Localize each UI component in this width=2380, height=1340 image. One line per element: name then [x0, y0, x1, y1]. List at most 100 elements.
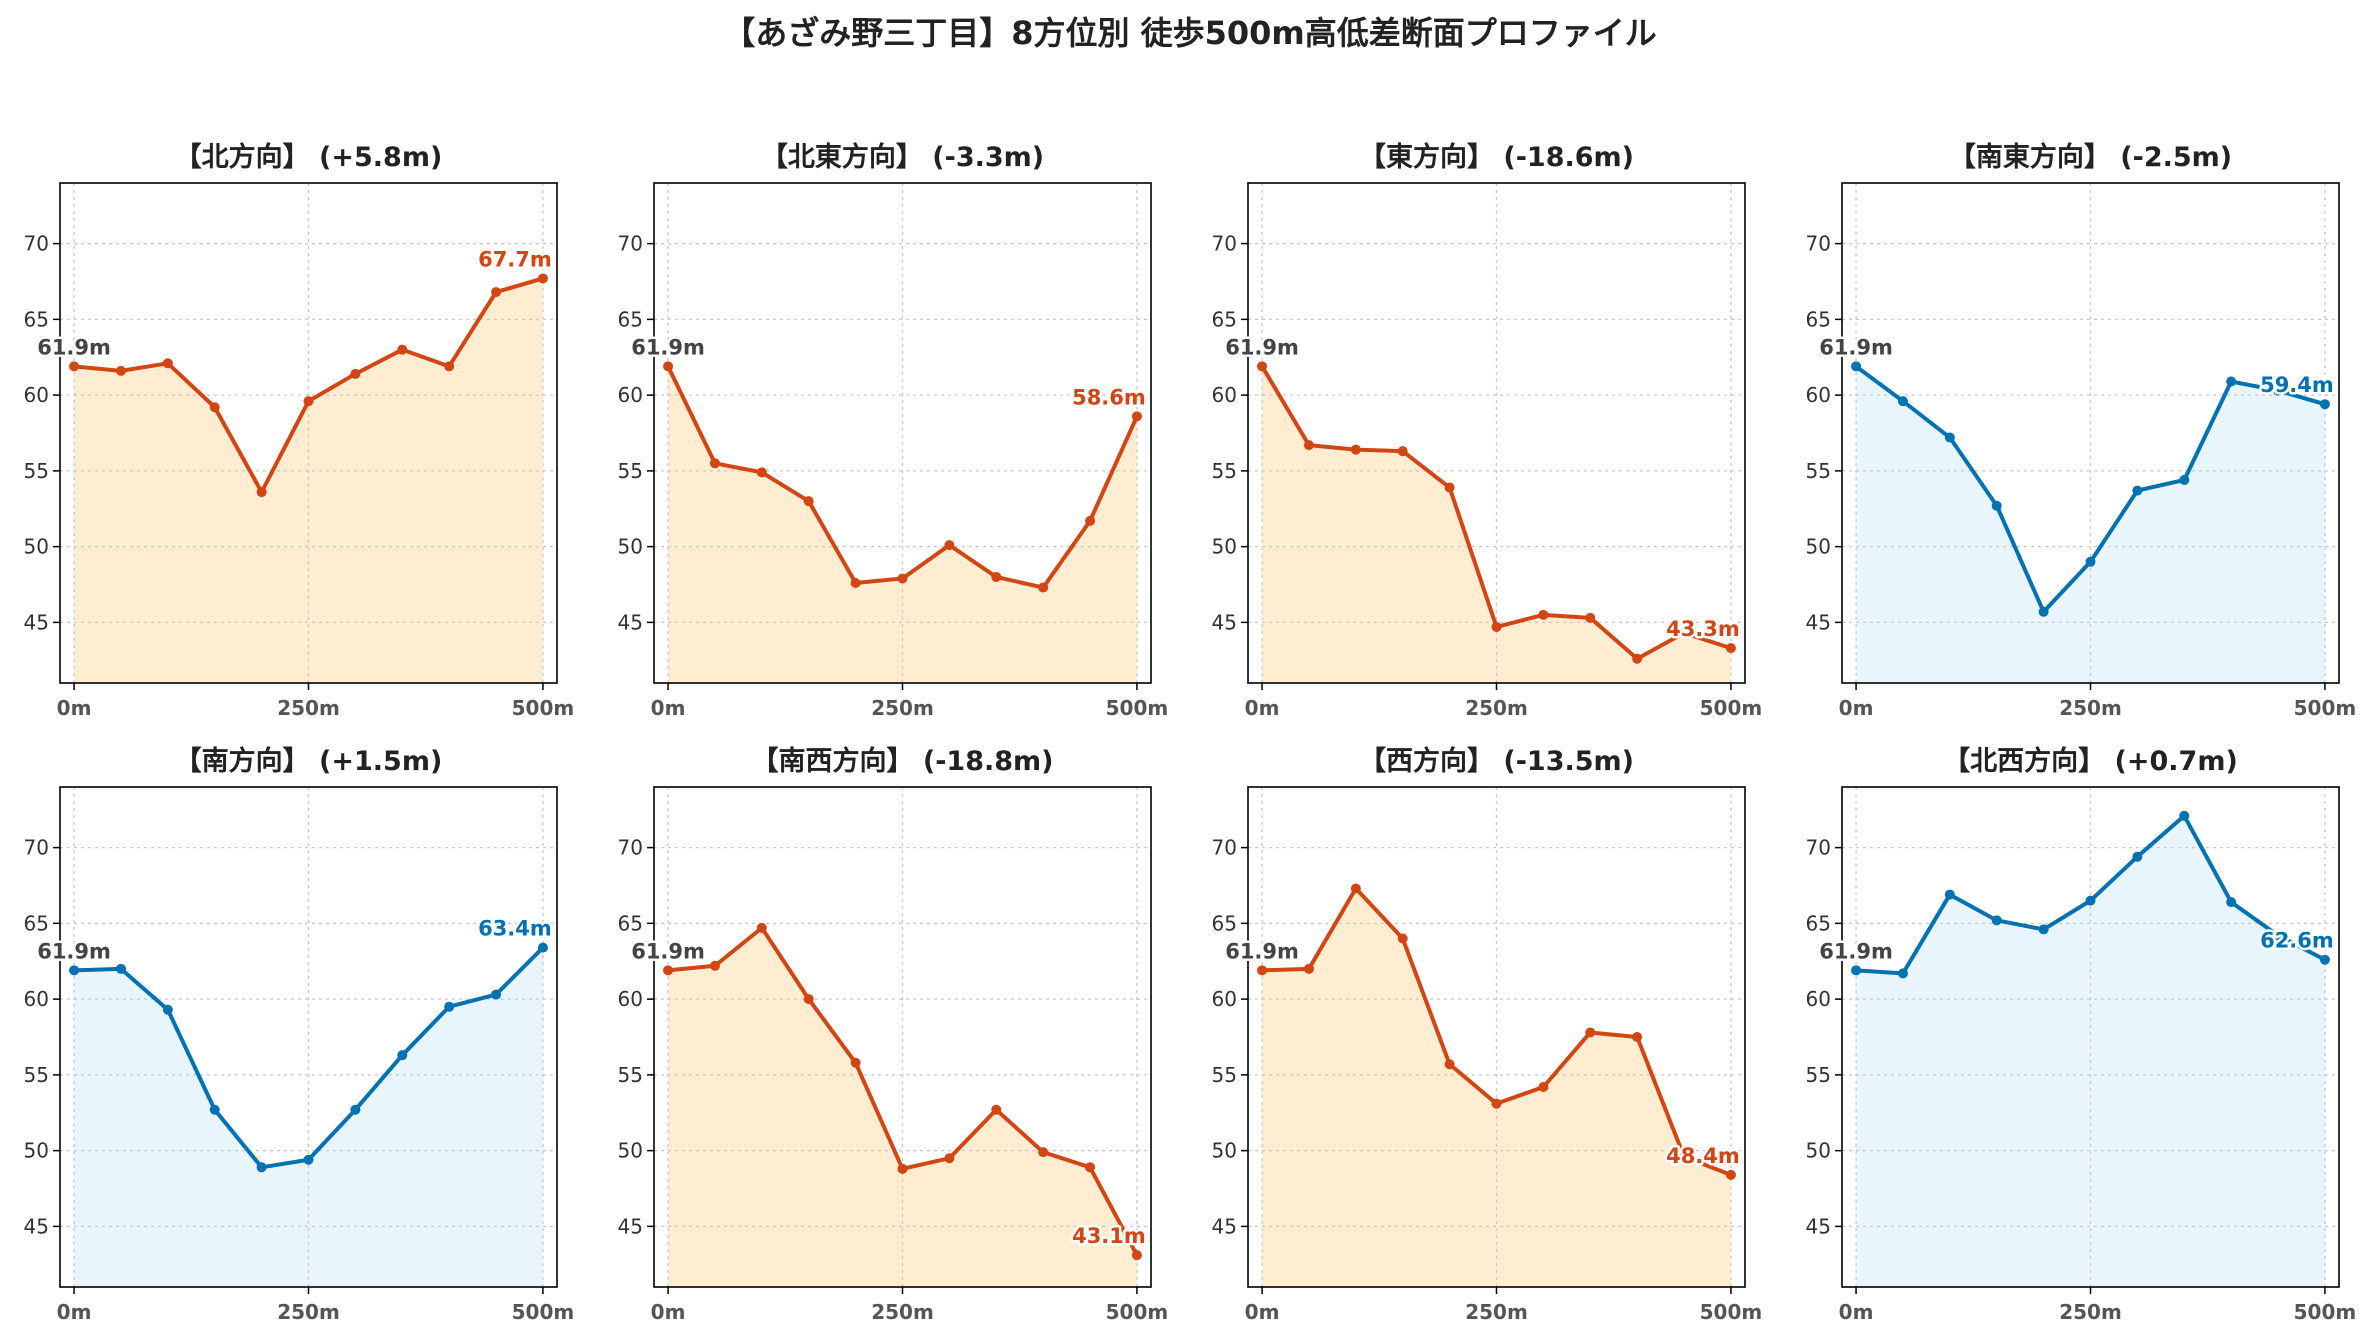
area-fill	[1856, 366, 2325, 683]
y-tick-label: 60	[24, 987, 49, 1011]
profile-point	[1991, 915, 2002, 926]
panel-7: 【西方向】 (-13.5m) 45 50 55 60 65 70 0m 250m 500m 61.9…	[1212, 745, 1763, 1324]
profile-point	[444, 361, 455, 372]
panel-title: 【北東方向】 (-3.3m)	[761, 141, 1044, 173]
start-value-label: 61.9m	[631, 939, 705, 963]
profile-point	[803, 496, 814, 507]
profile-point	[303, 1154, 314, 1165]
end-value-label: 63.4m	[478, 917, 552, 941]
start-value-label: 61.9m	[1819, 335, 1893, 359]
x-tick-label: 250m	[871, 696, 934, 720]
profile-point	[1491, 621, 1502, 632]
profile-point	[1944, 889, 1955, 900]
x-tick-label: 250m	[871, 1300, 934, 1324]
x-tick-label: 500m	[1700, 1300, 1763, 1324]
profile-point	[897, 573, 908, 584]
x-tick-label: 250m	[2059, 1300, 2122, 1324]
panel-5: 【南方向】 (+1.5m) 45 50 55 60 65 70 0m 250m 500m 61.9m…	[24, 745, 575, 1324]
y-tick-label: 55	[1212, 1063, 1237, 1087]
y-tick-label: 45	[1806, 1214, 1831, 1238]
figure-title: 【あざみ野三丁目】8方位別 徒歩500m高低差断面プロファイル	[723, 14, 1657, 52]
profile-point	[944, 1153, 955, 1164]
profile-point	[663, 361, 674, 372]
profile-point	[2319, 954, 2330, 965]
profile-point	[1632, 653, 1643, 664]
profile-point	[1538, 609, 1549, 620]
y-tick-label: 45	[618, 610, 643, 634]
profile-point	[1679, 628, 1690, 638]
end-value-label: 48.4m	[1666, 1144, 1740, 1168]
x-tick-label: 0m	[1839, 1300, 1874, 1324]
x-tick-label: 500m	[512, 696, 575, 720]
y-tick-label: 60	[1212, 987, 1237, 1011]
area-fill	[1856, 815, 2325, 1287]
profile-point	[850, 578, 861, 588]
y-tick-label: 55	[618, 1063, 643, 1087]
profile-point	[1397, 446, 1408, 457]
end-value-label: 59.4m	[2260, 373, 2334, 397]
y-tick-label: 50	[1212, 1139, 1237, 1163]
profile-point	[2319, 399, 2330, 410]
profile-point	[209, 1104, 220, 1115]
end-value-label: 67.7m	[478, 247, 552, 271]
panel-title: 【北方向】 (+5.8m)	[175, 141, 443, 173]
profile-point	[1897, 968, 1908, 979]
x-tick-label: 0m	[651, 696, 686, 720]
profile-point	[1038, 582, 1049, 593]
profile-point	[991, 571, 1002, 582]
y-tick-label: 50	[1212, 535, 1237, 559]
x-tick-label: 500m	[1106, 696, 1169, 720]
profile-point	[537, 942, 548, 953]
x-tick-label: 0m	[1839, 696, 1874, 720]
profile-point	[162, 358, 173, 369]
y-tick-label: 45	[1806, 610, 1831, 634]
profile-point	[1944, 432, 1955, 443]
y-tick-label: 55	[1806, 459, 1831, 483]
profile-point	[1397, 933, 1408, 944]
profile-point	[209, 402, 220, 413]
profile-point	[1725, 1169, 1736, 1180]
x-tick-label: 0m	[1245, 1300, 1280, 1324]
end-value-label: 43.1m	[1072, 1224, 1146, 1248]
y-tick-label: 55	[24, 1063, 49, 1087]
end-value-label: 62.6m	[2260, 929, 2334, 953]
profile-point	[991, 1104, 1002, 1115]
panel-title: 【北西方向】 (+0.7m)	[1943, 745, 2238, 777]
profile-point	[756, 922, 767, 933]
x-tick-label: 500m	[1700, 696, 1763, 720]
profile-point	[537, 273, 548, 284]
profile-point	[1257, 965, 1268, 976]
profile-point	[1444, 1059, 1455, 1070]
y-tick-label: 60	[24, 383, 49, 407]
profile-point	[1131, 411, 1142, 422]
profile-point	[162, 1004, 173, 1015]
profile-point	[1491, 1098, 1502, 1109]
panel-title: 【南東方向】 (-2.5m)	[1949, 141, 2232, 173]
profile-point	[944, 540, 955, 551]
y-tick-label: 50	[1806, 535, 1831, 559]
x-tick-label: 0m	[57, 1300, 92, 1324]
profile-point	[2226, 376, 2237, 387]
x-tick-label: 250m	[277, 1300, 340, 1324]
panel-4: 【南東方向】 (-2.5m) 45 50 55 60 65 70 0m 250m 500m 61.9…	[1806, 141, 2357, 720]
profile-point	[709, 960, 720, 971]
y-tick-label: 65	[1806, 307, 1831, 331]
profile-point	[2179, 810, 2190, 821]
profile-point	[2132, 485, 2143, 496]
y-tick-label: 60	[618, 383, 643, 407]
profile-point	[2085, 895, 2096, 906]
profile-point	[2273, 930, 2284, 941]
y-tick-label: 70	[618, 836, 643, 860]
profile-point	[1350, 444, 1361, 455]
area-fill	[668, 927, 1137, 1287]
panel-2: 【北東方向】 (-3.3m) 45 50 55 60 65 70 0m 250m 500m 61.9…	[618, 141, 1169, 720]
area-fill	[74, 278, 543, 683]
y-tick-label: 55	[1806, 1063, 1831, 1087]
y-tick-label: 55	[618, 459, 643, 483]
profile-point	[2085, 556, 2096, 567]
profile-point	[2226, 897, 2237, 908]
profile-point	[444, 1001, 455, 1012]
y-tick-label: 50	[1806, 1139, 1831, 1163]
x-tick-label: 500m	[1106, 1300, 1169, 1324]
x-tick-label: 500m	[2294, 696, 2357, 720]
